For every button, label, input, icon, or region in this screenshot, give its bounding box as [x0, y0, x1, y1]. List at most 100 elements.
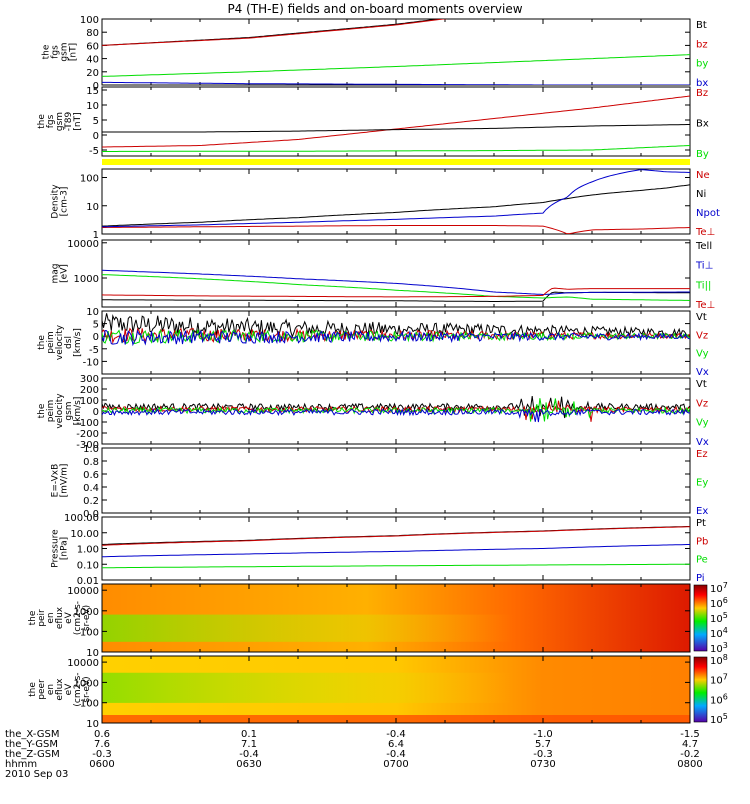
legend-Pb: Pb [696, 536, 708, 547]
panel-frame-7 [101, 516, 691, 581]
y-axis-label: fgs [51, 45, 61, 59]
y-tick-label: 200 [80, 385, 99, 396]
y-tick-label: 300 [80, 374, 99, 385]
y-axis-label: the [28, 682, 38, 697]
colorbar-8 [693, 584, 708, 652]
legend-By: By [696, 149, 709, 160]
x-row-value: -0.2 [680, 749, 700, 760]
legend-Vz: Vz [696, 398, 708, 409]
y-tick-label: -10 [83, 357, 99, 368]
y-tick-label: 100 [80, 396, 99, 407]
legend-bz: bz [696, 39, 708, 50]
legend-Ez: Ez [696, 449, 708, 460]
x-row-value: 0.6 [94, 729, 110, 740]
y-tick-label: 0.2 [83, 496, 99, 507]
y-axis-label: gsm [55, 112, 65, 131]
series-line-Npot [102, 169, 690, 228]
y-tick-label: 0.10 [77, 560, 99, 571]
y-tick-label: 1.0 [83, 444, 99, 455]
y-tick-label: 0.6 [83, 470, 99, 481]
legend-Npot: Npot [696, 208, 720, 219]
y-tick-label: 1 [93, 230, 99, 241]
y-tick-label: -300 [76, 440, 99, 451]
y-tick-label: 5 [93, 116, 99, 127]
legend-Pt: Pt [696, 518, 706, 529]
x-row-label: the_Y-GSM [5, 739, 58, 750]
legend-Pi: Pi [696, 573, 705, 584]
x-row-value: 0600 [89, 759, 114, 770]
y-tick-label: 10 [86, 307, 99, 318]
y-tick-label: 100 [80, 174, 99, 185]
y-axis-label: -T89 [64, 112, 74, 132]
y-axis-label: the [37, 403, 47, 418]
series-line-Vz [102, 327, 690, 345]
legend-Bt: Bt [696, 20, 707, 31]
legend-Tell: Tell [695, 241, 712, 252]
y-tick-label: -100 [76, 418, 99, 429]
y-tick-label: 60 [86, 41, 99, 52]
y-axis-label: [eV] [60, 264, 70, 283]
y-axis-label: peir [37, 609, 47, 627]
y-axis-label: (cm2-s- [73, 672, 83, 706]
series-line-Ne [102, 225, 690, 234]
legend-Pe: Pe [696, 555, 708, 566]
y-tick-label: -5 [89, 345, 99, 356]
legend-Vy: Vy [696, 349, 709, 360]
y-axis-label: [nT] [69, 43, 79, 61]
x-row-label: the_X-GSM [5, 729, 59, 740]
series-line-bz [102, 19, 448, 46]
y-axis-label: sr-eV) [82, 605, 92, 631]
x-row-value: 0700 [383, 759, 408, 770]
y-tick-label: 0.01 [77, 576, 99, 587]
series-line-Vx [102, 407, 690, 423]
x-row-value: -0.4 [386, 729, 406, 740]
y-axis-label: peer [37, 679, 47, 700]
colorbar-tick-label: 105 [710, 712, 728, 726]
heatmap-band-8 [102, 614, 690, 642]
y-axis-label: en [46, 612, 56, 623]
y-axis-label: (cm2-s- [73, 601, 83, 635]
y-axis-label: en [46, 684, 56, 695]
series-line-Vy [102, 398, 690, 422]
series-line-Ni [102, 184, 690, 227]
y-tick-label: 0.8 [83, 457, 99, 468]
x-row-value: 0.1 [241, 729, 257, 740]
x-row-value: 4.7 [682, 739, 698, 750]
y-axis-label: eV [64, 683, 74, 696]
series-line-Vx [102, 329, 690, 347]
legend-Vt: Vt [696, 379, 707, 390]
x-row-value: -0.4 [386, 749, 406, 760]
y-tick-label: 10000 [67, 658, 99, 669]
y-axis-label: gsm [64, 401, 74, 420]
y-tick-label: 0.0 [83, 509, 99, 520]
y-axis-label: [mV/m] [60, 464, 70, 498]
legend-by: by [696, 59, 708, 70]
y-axis-label: mag [51, 264, 61, 284]
x-row-value: -0.3 [92, 749, 112, 760]
y-axis-label: fgs [46, 114, 56, 128]
legend-Ti||: Ti|| [695, 280, 711, 291]
legend-Vt: Vt [696, 312, 707, 323]
legend-Ex: Ex [696, 506, 708, 517]
y-tick-label: -5 [89, 146, 99, 157]
colorbar-tick-label: 106 [710, 596, 728, 610]
legend-Ne: Ne [696, 170, 710, 181]
y-axis-label: Pressure [51, 529, 61, 568]
y-tick-label: 10000 [67, 586, 99, 597]
x-row-value: 7.1 [241, 739, 257, 750]
series-line-by [102, 54, 690, 77]
y-tick-label: 15 [86, 86, 99, 97]
series-line-Te⊥ [102, 287, 690, 298]
x-row-value: 6.4 [388, 739, 404, 750]
panel-frame-6 [101, 447, 691, 514]
series-line-bx [102, 81, 690, 85]
y-axis-label: eflux [55, 606, 65, 629]
series-line-Vt [102, 313, 690, 339]
series-line-Bz [102, 95, 690, 148]
y-axis-label: E=-VxB [51, 464, 61, 498]
y-tick-label: 0 [93, 407, 99, 418]
legend-Ti⊥: Ti⊥ [695, 261, 713, 272]
y-axis-label: gsm [60, 42, 70, 61]
x-row-value: -1.0 [533, 729, 553, 740]
